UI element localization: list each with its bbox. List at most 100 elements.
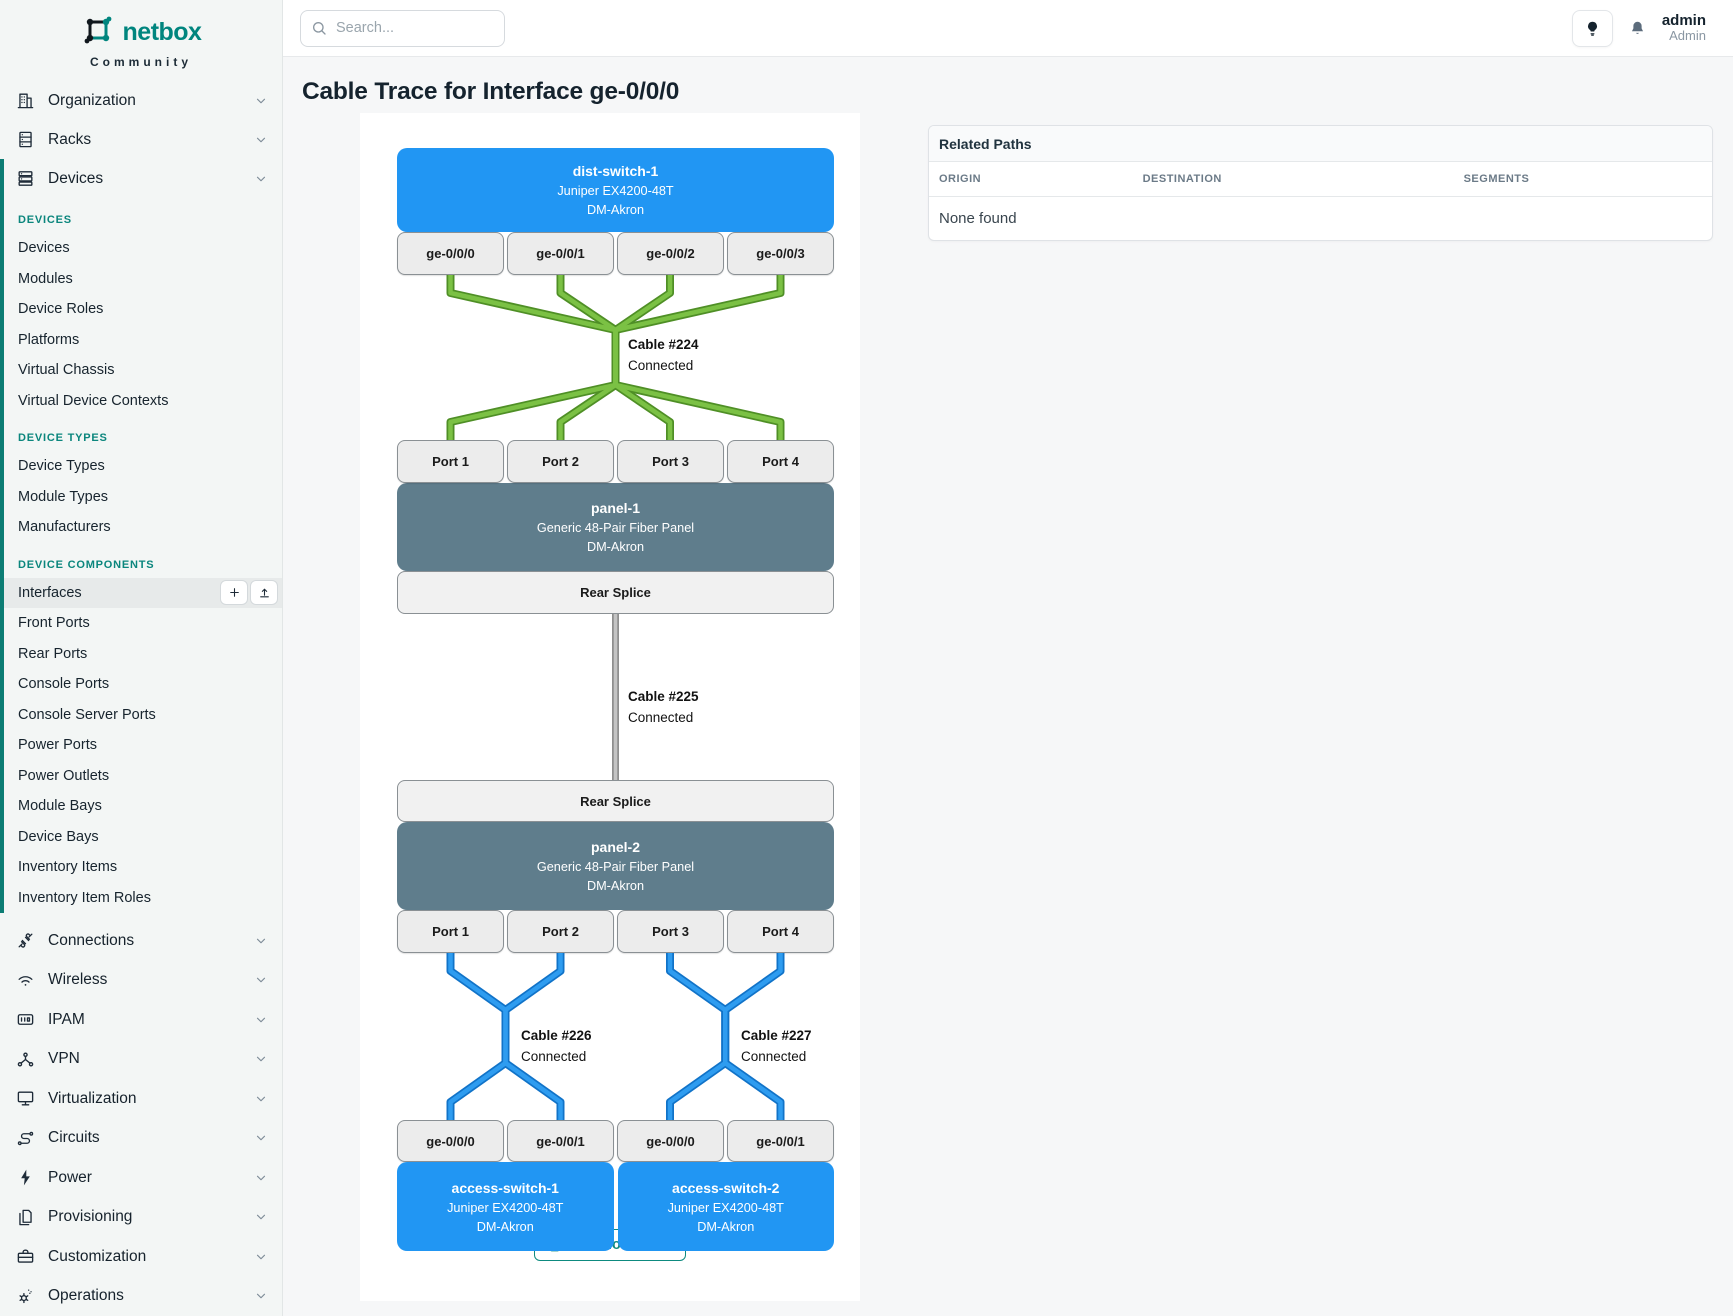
sidebar-item-label: Connections (48, 931, 135, 949)
sidebar-item-module-bays[interactable]: Module Bays (4, 791, 282, 822)
sidebar-item-circuits[interactable]: Circuits (0, 1119, 282, 1159)
sidebar-item-power[interactable]: Power (0, 1158, 282, 1198)
cable-226-label[interactable]: Cable #226 Connected (521, 1025, 592, 1067)
sidebar-item-label: VPN (48, 1050, 80, 1068)
sidebar-item-device-roles[interactable]: Device Roles (4, 294, 282, 325)
device-site: DM-Akron (586, 203, 645, 217)
sidebar-item-customization[interactable]: Customization (0, 1237, 282, 1277)
device-name: panel-2 (590, 839, 640, 855)
sidebar-item-module-types[interactable]: Module Types (4, 482, 282, 513)
sidebar-item-devices[interactable]: Devices (4, 159, 282, 198)
cable-225-label[interactable]: Cable #225 Connected (628, 686, 699, 728)
lightbulb-icon (1587, 21, 1597, 36)
sidebar-item-connections[interactable]: Connections (0, 921, 282, 961)
sidebar-item-devices-list[interactable]: Devices (4, 233, 282, 264)
sidebar-item-ipam[interactable]: IPAM (0, 1000, 282, 1040)
sidebar-item-device-types[interactable]: Device Types (4, 451, 282, 482)
sidebar-item-vpn[interactable]: VPN (0, 1040, 282, 1080)
sidebar-item-interfaces[interactable]: Interfaces (4, 577, 282, 608)
sidebar-item-label: Interfaces (18, 584, 82, 601)
interface-box[interactable]: ge-0/0/0 (397, 1120, 504, 1162)
front-port-box[interactable]: Port 2 (507, 440, 614, 483)
cable-status: Connected (628, 358, 694, 373)
sidebar-item-wireless[interactable]: Wireless (0, 961, 282, 1001)
sidebar-item-front-ports[interactable]: Front Ports (4, 608, 282, 639)
netbox-logo-icon (81, 13, 115, 52)
connections-icon (16, 931, 35, 950)
sidebar-item-label: Organization (48, 91, 136, 109)
username: admin (1661, 11, 1706, 29)
interface-box[interactable]: ge-0/0/1 (727, 1120, 834, 1162)
related-paths-table: Origin Destination Segments None found (929, 162, 1712, 240)
sidebar-item-platforms[interactable]: Platforms (4, 325, 282, 356)
sidebar-item-virtualization[interactable]: Virtualization (0, 1079, 282, 1119)
sidebar-item-rear-ports[interactable]: Rear Ports (4, 639, 282, 670)
sidebar-item-organization[interactable]: Organization (0, 81, 282, 120)
global-search[interactable] (300, 9, 505, 47)
interface-box[interactable]: ge-0/0/0 (397, 232, 504, 275)
sidebar-item-label: Customization (48, 1247, 147, 1265)
operations-icon (16, 1287, 35, 1306)
chevron-down-icon (254, 1092, 268, 1106)
sidebar-item-label: IPAM (48, 1010, 85, 1028)
trace-node-access-switch-2[interactable]: access-switch-2 Juniper EX4200-48T DM-Ak… (617, 1162, 834, 1251)
user-menu[interactable]: admin Admin (1662, 12, 1706, 44)
interface-box[interactable]: ge-0/0/2 (617, 232, 724, 275)
front-port-box[interactable]: Port 4 (727, 910, 834, 953)
sidebar-item-label: Power Outlets (18, 767, 110, 784)
front-port-box[interactable]: Port 1 (397, 440, 504, 483)
sidebar-item-device-bays[interactable]: Device Bays (4, 822, 282, 853)
theme-toggle-button[interactable] (1571, 9, 1613, 47)
sidebar-item-power-outlets[interactable]: Power Outlets (4, 761, 282, 792)
sidebar-item-operations[interactable]: Operations (0, 1277, 282, 1316)
panel2-rear-splice[interactable]: Rear Splice (397, 780, 834, 822)
front-port-box[interactable]: Port 3 (617, 440, 724, 483)
interface-box[interactable]: ge-0/0/1 (507, 232, 614, 275)
sidebar-item-racks[interactable]: Racks (0, 120, 282, 159)
interface-box[interactable]: ge-0/0/0 (617, 1120, 724, 1162)
trace-node-dist-switch[interactable]: dist-switch-1 Juniper EX4200-48T DM-Akro… (397, 148, 834, 232)
sidebar-item-console-server-ports[interactable]: Console Server Ports (4, 700, 282, 731)
sidebar-item-inventory-item-roles[interactable]: Inventory Item Roles (4, 883, 282, 914)
sidebar-item-label: Devices (18, 240, 70, 257)
sidebar-item-provisioning[interactable]: Provisioning (0, 1198, 282, 1238)
search-input[interactable] (336, 20, 486, 36)
sidebar-item-console-ports[interactable]: Console Ports (4, 669, 282, 700)
notifications-button[interactable] (1628, 19, 1647, 38)
front-port-box[interactable]: Port 2 (507, 910, 614, 953)
sidebar-item-inventory-items[interactable]: Inventory Items (4, 852, 282, 883)
chevron-down-icon (254, 934, 268, 948)
cable-status: Connected (521, 1049, 587, 1064)
access-switch-interfaces: ge-0/0/0 ge-0/0/1 ge-0/0/0 ge-0/0/1 (397, 1120, 834, 1162)
interface-box[interactable]: ge-0/0/1 (507, 1120, 614, 1162)
front-port-box[interactable]: Port 4 (727, 440, 834, 483)
sidebar-item-virtual-device-contexts[interactable]: Virtual Device Contexts (4, 386, 282, 417)
sidebar-item-manufacturers[interactable]: Manufacturers (4, 512, 282, 543)
sidebar-item-label: Device Types (18, 458, 105, 475)
chevron-down-icon (254, 1052, 268, 1066)
trace-node-access-switch-1[interactable]: access-switch-1 Juniper EX4200-48T DM-Ak… (397, 1162, 614, 1251)
trace-node-panel-1[interactable]: panel-1 Generic 48-Pair Fiber Panel DM-A… (397, 483, 834, 571)
import-interfaces-button[interactable] (250, 580, 278, 606)
sidebar-item-power-ports[interactable]: Power Ports (4, 730, 282, 761)
sidebar-item-virtual-chassis[interactable]: Virtual Chassis (4, 355, 282, 386)
netbox-logo[interactable]: netbox Community (0, 0, 282, 69)
trace-node-panel-2[interactable]: panel-2 Generic 48-Pair Fiber Panel DM-A… (397, 822, 834, 910)
cable-224-label[interactable]: Cable #224 Connected (628, 334, 699, 376)
virtualization-icon (16, 1089, 35, 1108)
front-port-box[interactable]: Port 3 (617, 910, 724, 953)
panel1-rear-splice[interactable]: Rear Splice (397, 571, 834, 614)
interface-box[interactable]: ge-0/0/3 (727, 232, 834, 275)
related-paths-title: Related Paths (929, 126, 1712, 162)
add-interface-button[interactable] (220, 580, 248, 606)
sidebar-item-modules[interactable]: Modules (4, 264, 282, 295)
sidebar-item-label: Rear Ports (18, 645, 88, 662)
front-port-box[interactable]: Port 1 (397, 910, 504, 953)
cable-227-label[interactable]: Cable #227 Connected (741, 1025, 812, 1067)
cable-trace-diagram: dist-switch-1 Juniper EX4200-48T DM-Akro… (397, 148, 834, 1251)
sidebar-item-label: Circuits (48, 1129, 100, 1147)
dist-switch-interfaces: ge-0/0/0 ge-0/0/1 ge-0/0/2 ge-0/0/3 (397, 232, 834, 275)
device-site: DM-Akron (586, 879, 645, 893)
cable-224-fanout (446, 275, 785, 440)
column-header-segments: Segments (1453, 162, 1712, 197)
